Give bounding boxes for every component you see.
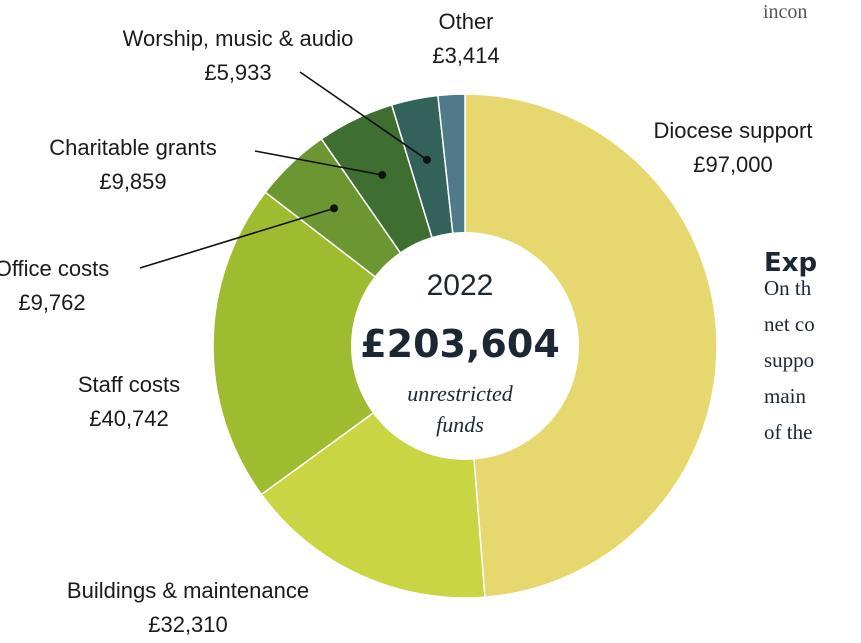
center-subtitle-line1: unrestricted (407, 381, 513, 406)
slice-label: Buildings & maintenance (67, 578, 309, 603)
slice-label: Charitable grants (49, 135, 217, 160)
slice-value-label: £40,742 (89, 406, 169, 431)
leader-line (139, 207, 335, 269)
donut-hole (351, 232, 579, 460)
center-total: £203,604 (360, 322, 560, 366)
side-text-fragment: incon (763, 1, 808, 23)
leader-line (254, 150, 383, 176)
leader-line (299, 71, 428, 161)
center-subtitle-line2: funds (436, 412, 484, 437)
slice-label: Office costs (0, 256, 109, 281)
slice-value-label: £97,000 (693, 152, 773, 177)
slice-staff-costs (212, 191, 467, 496)
slice-label: Staff costs (78, 372, 180, 397)
slice-label: Worship, music & audio (123, 26, 354, 51)
leader-dot (378, 170, 387, 179)
leader-dot (422, 155, 431, 164)
slice-value-label: £9,859 (99, 169, 166, 194)
section-heading: Exp (764, 248, 818, 278)
paragraph-line: suppo (764, 348, 815, 372)
slice-diocese-support (464, 93, 718, 599)
slice-value-label: £5,933 (204, 60, 271, 85)
paragraph-line: On th (764, 276, 812, 300)
slice-label: Diocese support (654, 118, 813, 143)
slice-label: Other (438, 9, 493, 34)
center-year: 2022 (427, 269, 494, 302)
slice-value-label: £32,310 (148, 612, 228, 637)
slice-value-label: £9,762 (18, 290, 85, 315)
paragraph-line: net co (764, 312, 815, 336)
paragraph-line: of the (764, 420, 813, 444)
leader-dot (330, 204, 339, 213)
paragraph-line: main (764, 384, 806, 408)
slice-value-label: £3,414 (432, 43, 499, 68)
